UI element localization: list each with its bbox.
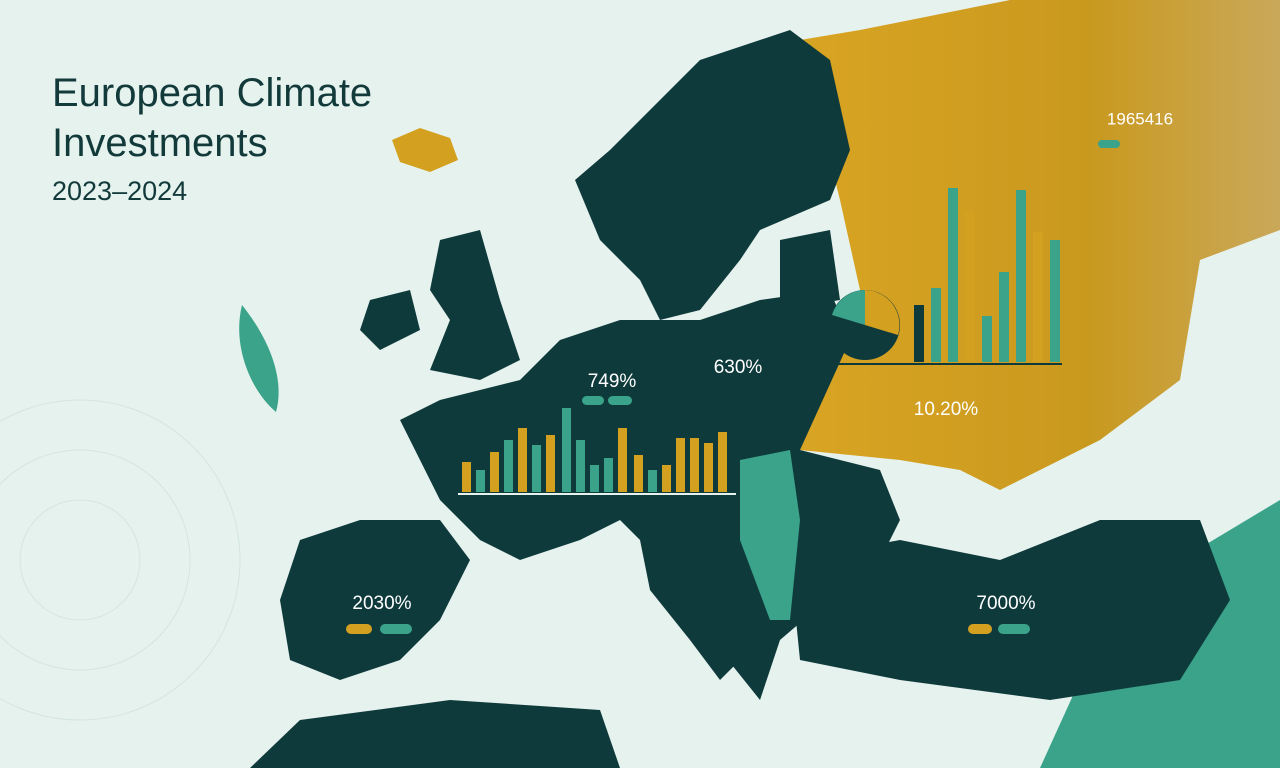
subtitle: 2023–2024 xyxy=(52,176,188,206)
region-label: 10.20% xyxy=(914,399,979,420)
leaf xyxy=(239,305,279,412)
iceland xyxy=(392,128,458,172)
pills xyxy=(346,140,1120,634)
region-label: 2030% xyxy=(352,593,411,614)
region-label: 749% xyxy=(588,371,637,392)
decor-rings xyxy=(0,399,241,721)
region-label: 1965416 xyxy=(1107,109,1173,128)
bar-chart-center xyxy=(458,408,736,495)
region-label: 7000% xyxy=(976,593,1035,614)
balkans-region xyxy=(740,450,800,620)
bar-chart-right xyxy=(820,188,1062,365)
region-label: 630% xyxy=(714,357,763,378)
title: European Climate Investments xyxy=(52,71,373,165)
